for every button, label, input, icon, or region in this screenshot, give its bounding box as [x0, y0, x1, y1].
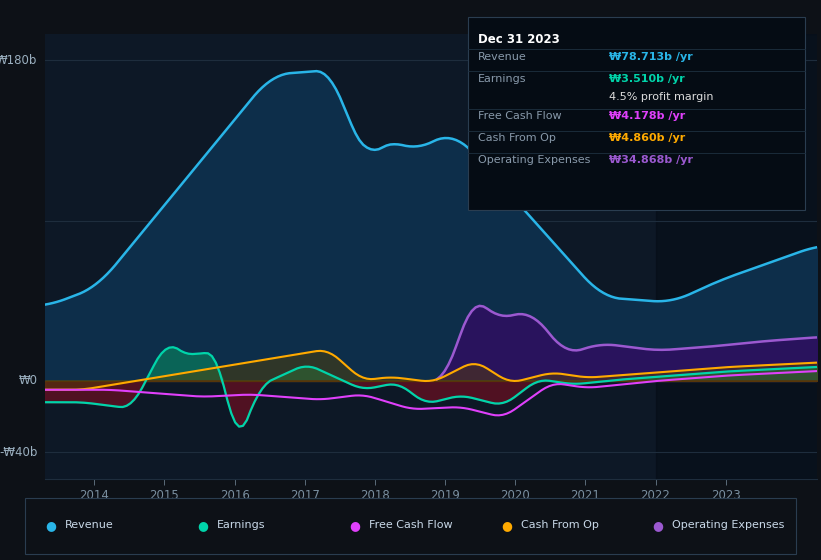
Text: Operating Expenses: Operating Expenses — [672, 520, 785, 530]
Text: ₩4.178b /yr: ₩4.178b /yr — [609, 111, 686, 122]
Text: ₩0: ₩0 — [18, 374, 38, 388]
Text: ●: ● — [653, 519, 663, 532]
Text: Cash From Op: Cash From Op — [478, 133, 556, 143]
Text: Free Cash Flow: Free Cash Flow — [478, 111, 562, 122]
Bar — [655, 34, 821, 479]
Text: -₩40b: -₩40b — [0, 446, 38, 459]
Text: Earnings: Earnings — [217, 520, 265, 530]
Text: Operating Expenses: Operating Expenses — [478, 155, 590, 165]
Text: ●: ● — [501, 519, 511, 532]
Text: Revenue: Revenue — [65, 520, 113, 530]
Text: ₩180b: ₩180b — [0, 54, 38, 67]
Text: ₩78.713b /yr: ₩78.713b /yr — [609, 52, 693, 62]
Text: 4.5% profit margin: 4.5% profit margin — [609, 92, 713, 101]
Text: ₩34.868b /yr: ₩34.868b /yr — [609, 155, 693, 165]
Text: ₩3.510b /yr: ₩3.510b /yr — [609, 73, 685, 83]
Text: ₩4.860b /yr: ₩4.860b /yr — [609, 133, 686, 143]
Text: Free Cash Flow: Free Cash Flow — [369, 520, 452, 530]
Text: ●: ● — [197, 519, 208, 532]
Text: Earnings: Earnings — [478, 73, 526, 83]
Text: Dec 31 2023: Dec 31 2023 — [478, 32, 560, 46]
Text: Revenue: Revenue — [478, 52, 526, 62]
Text: Cash From Op: Cash From Op — [521, 520, 599, 530]
Text: ●: ● — [45, 519, 56, 532]
Text: ●: ● — [349, 519, 360, 532]
